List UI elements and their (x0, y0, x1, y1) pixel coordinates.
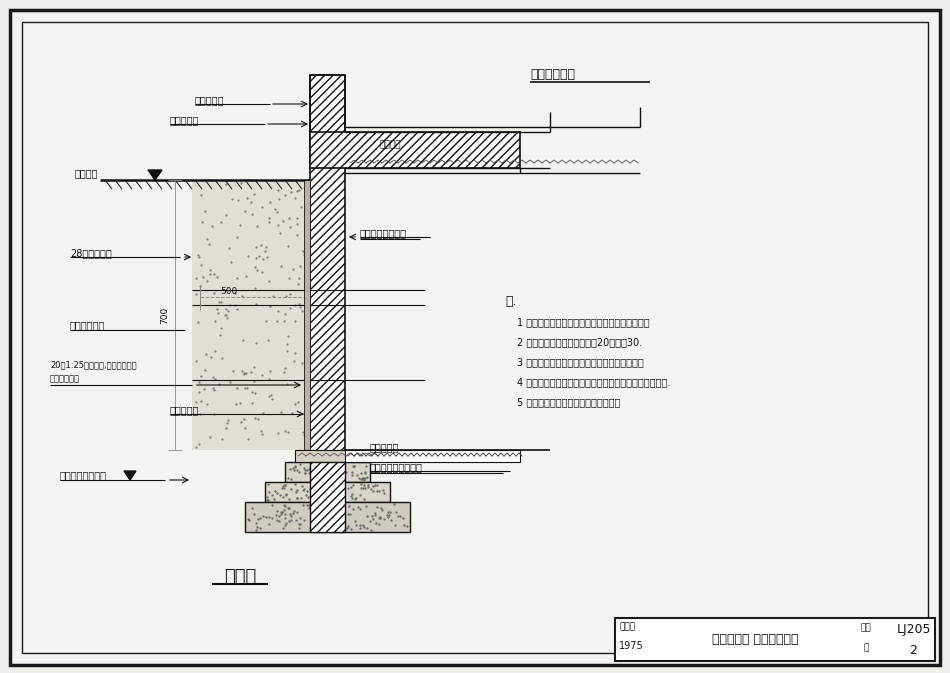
Bar (615, 618, 935, 661)
Text: 墙身防潮层: 墙身防潮层 (195, 95, 224, 105)
Text: 楼板详结构图: 楼板详结构图 (530, 68, 575, 81)
Text: 防渗砂浆层: 防渗砂浆层 (170, 405, 199, 415)
Text: 设计最高地下水位: 设计最高地下水位 (60, 470, 107, 480)
Text: 满缝满刷二道: 满缝满刷二道 (50, 374, 80, 383)
Bar (310, 132, 520, 168)
Text: 2: 2 (909, 643, 918, 656)
Text: 2 外墙为乱石时，水泥砂浆底20厚改对30.: 2 外墙为乱石时，水泥砂浆底20厚改对30. (517, 337, 642, 347)
Text: 地坪做法详具体设计: 地坪做法详具体设计 (370, 462, 423, 472)
Text: 1975: 1975 (619, 641, 644, 651)
Text: 砖墙身: 砖墙身 (224, 568, 256, 586)
Text: LJ205: LJ205 (896, 623, 931, 636)
Bar (285, 462, 370, 482)
Bar (310, 75, 345, 530)
Text: 墙外地面: 墙外地面 (75, 168, 99, 178)
Bar (304, 180, 310, 450)
Text: 塗抹式防潮 墙身及变形缝: 塗抹式防潮 墙身及变形缝 (712, 633, 798, 646)
Bar (245, 502, 410, 532)
Text: 注.: 注. (505, 295, 517, 308)
Text: 编号: 编号 (861, 623, 871, 632)
Text: 1 地下室墙身厚度，详具体设计，基础详结构图。: 1 地下室墙身厚度，详具体设计，基础详结构图。 (517, 317, 650, 327)
Bar (265, 482, 390, 502)
Text: 混土分层夯筑: 混土分层夯筑 (70, 320, 105, 330)
Text: 通用图: 通用图 (619, 622, 636, 631)
Text: 防水地面: 防水地面 (380, 141, 402, 149)
Text: 地下室地面: 地下室地面 (370, 442, 399, 452)
Text: 4 管道穿墙时应在墙身预留孔洞，外墙砌筑前将管道安好.: 4 管道穿墙时应在墙身预留孔洞，外墙砌筑前将管道安好. (517, 377, 671, 387)
Text: 700: 700 (161, 306, 169, 324)
Bar (345, 450, 520, 462)
Polygon shape (148, 170, 162, 180)
Text: 5 基基，刷防潮层，做法详结构图示。: 5 基基，刷防潮层，做法详结构图示。 (517, 397, 620, 407)
Text: 500: 500 (220, 287, 238, 297)
Bar (295, 450, 375, 462)
Text: 详具体设计: 详具体设计 (170, 115, 199, 125)
Bar (192, 180, 310, 450)
Text: 20厚1:25水泥砂浆,内放千缝一道: 20厚1:25水泥砂浆,内放千缝一道 (50, 360, 137, 369)
Polygon shape (124, 471, 136, 480)
Text: 3 地下室外墙脚手架不得身过，灰缝必须填满。: 3 地下室外墙脚手架不得身过，灰缝必须填满。 (517, 357, 644, 367)
Text: 28水土配筋带: 28水土配筋带 (70, 248, 112, 258)
Bar (310, 462, 345, 532)
Text: 围墙面详具体设计: 围墙面详具体设计 (360, 228, 407, 238)
Text: 页: 页 (864, 643, 868, 653)
